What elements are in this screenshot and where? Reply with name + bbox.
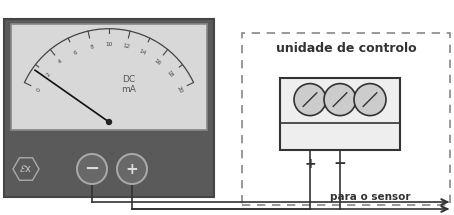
Text: DC
mA: DC mA <box>122 75 137 94</box>
Text: −: − <box>334 157 346 172</box>
Text: 0: 0 <box>36 87 42 92</box>
Circle shape <box>117 154 147 184</box>
Circle shape <box>354 84 386 116</box>
Circle shape <box>294 84 326 116</box>
Bar <box>280 78 400 150</box>
Bar <box>4 19 214 197</box>
Text: +: + <box>126 161 138 177</box>
Text: −: − <box>84 160 99 178</box>
Text: para o sensor: para o sensor <box>330 192 410 202</box>
Text: 10: 10 <box>105 42 113 47</box>
Circle shape <box>324 84 356 116</box>
Text: 4: 4 <box>57 59 64 65</box>
Text: $\mathcal{E}$x: $\mathcal{E}$x <box>19 163 31 175</box>
Text: 18: 18 <box>166 70 174 79</box>
Circle shape <box>77 154 107 184</box>
Text: 8: 8 <box>89 44 94 50</box>
Text: 6: 6 <box>72 49 78 56</box>
Text: 14: 14 <box>138 49 147 56</box>
Text: 16: 16 <box>153 58 162 66</box>
Circle shape <box>107 120 112 124</box>
Bar <box>11 24 207 130</box>
Text: 2: 2 <box>45 71 51 77</box>
Text: unidade de controlo: unidade de controlo <box>276 43 416 55</box>
Text: 12: 12 <box>122 43 131 50</box>
Text: +: + <box>304 157 316 171</box>
Text: 20: 20 <box>175 85 183 94</box>
Bar <box>242 33 450 205</box>
